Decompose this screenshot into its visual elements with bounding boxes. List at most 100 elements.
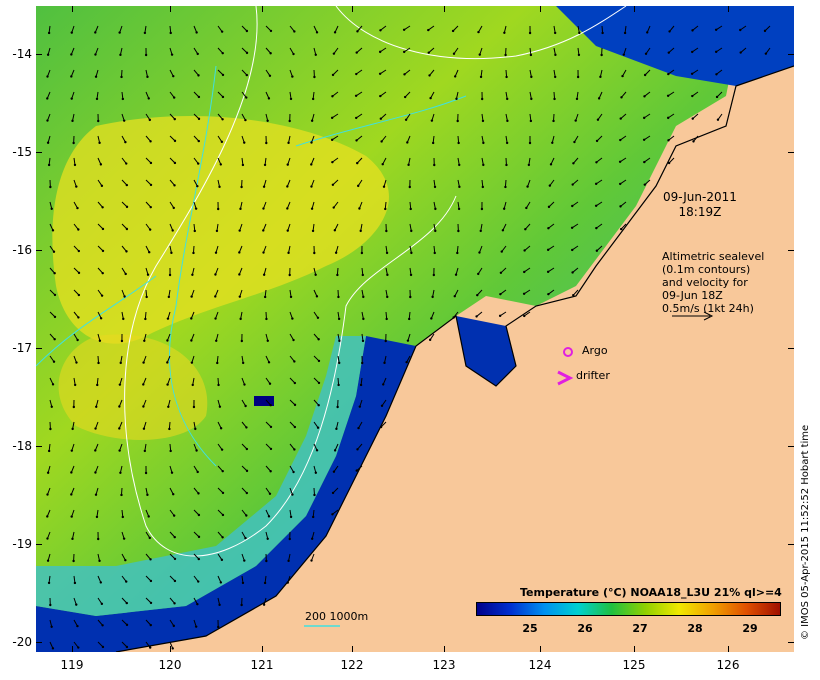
lon-tick-label: 122 [340,658,364,672]
velocity-arrow-head [288,537,291,541]
velocity-arrow-head [118,405,121,408]
velocity-arrow-head [125,623,129,627]
velocity-arrow-head [120,493,123,497]
velocity-arrow-head [269,470,272,473]
velocity-arrow-head [619,138,622,142]
velocity-arrow-head [599,75,602,79]
velocity-arrow-head [362,317,365,321]
tick-mark [262,6,263,12]
velocity-arrow-head [123,295,126,298]
velocity-arrow-head [245,447,249,451]
velocity-arrow-head [170,251,173,255]
velocity-arrow-head [197,74,200,77]
lat-tick-label: -20 [12,635,32,649]
velocity-arrow-head [314,471,318,474]
velocity-arrow-head [406,339,410,342]
velocity-arrow-head [594,204,598,208]
velocity-arrow-head [427,28,430,32]
velocity-arrow-head [239,207,242,211]
velocity-arrow-head [359,383,363,387]
velocity-arrow-head [269,404,272,407]
velocity-arrow-head [313,493,316,497]
velocity-arrow-head [217,625,220,629]
velocity-arrow-head [547,205,551,209]
velocity-arrow-head [572,162,575,165]
velocity-arrow-head [317,403,320,407]
velocity-arrow-head [522,292,526,295]
velocity-arrow-head [266,119,269,123]
velocity-arrow-head [217,383,220,387]
velocity-arrow-head [428,74,431,77]
velocity-arrow-head [70,449,74,452]
velocity-arrow-head [337,383,340,387]
velocity-arrow-head [286,163,289,166]
velocity-arrow-head [409,273,413,277]
tick-mark [728,6,729,12]
velocity-arrow-head [73,581,77,585]
velocity-arrow-head [409,295,412,299]
velocity-arrow-head [197,492,200,495]
velocity-arrow-head [594,182,598,186]
credit-label: © IMOS 05-Apr-2015 11:52:52 Hobart time [800,424,811,640]
velocity-arrow-head [434,207,437,211]
velocity-arrow-head [618,182,622,186]
tick-mark [36,544,42,545]
velocity-arrow-head [502,207,506,210]
velocity-arrow-head [149,601,153,605]
velocity-arrow-head [149,623,152,627]
velocity-arrow-head [238,273,241,276]
velocity-arrow-head [378,72,382,76]
velocity-arrow-head [244,118,247,122]
velocity-arrow-head [125,183,129,187]
velocity-arrow-head [332,206,335,209]
velocity-arrow-head [293,360,296,363]
velocity-arrow-head [552,119,555,123]
velocity-arrow-head [169,449,172,453]
velocity-arrow-head [171,647,174,650]
velocity-arrow-head [267,97,271,100]
velocity-arrow-head [504,53,507,57]
velocity-arrow-head [52,360,56,363]
velocity-arrow-head [172,624,176,628]
velocity-arrow-head [46,97,49,100]
tick-mark [634,6,635,12]
velocity-arrow-head [148,536,151,540]
velocity-arrow-head [643,160,646,164]
velocity-arrow-head [238,229,241,232]
velocity-arrow-head [244,536,247,540]
velocity-arrow-head [454,273,458,276]
velocity-arrow-head [53,293,57,297]
velocity-arrow-head [692,140,695,143]
velocity-arrow-head [245,514,248,517]
velocity-arrow-head [293,30,296,33]
velocity-arrow-head [316,426,320,429]
velocity-arrow-head [46,141,50,144]
velocity-arrow-head [404,118,408,122]
velocity-arrow-head [94,427,97,430]
velocity-arrow-head [595,226,598,230]
velocity-arrow-head [403,95,407,99]
velocity-arrow-head [528,141,532,145]
velocity-arrow-head [119,361,122,365]
velocity-arrow-head [170,53,174,56]
velocity-arrow-head [479,229,482,233]
velocity-arrow-head [267,515,271,518]
tick-mark [36,250,42,251]
velocity-arrow-head [144,471,148,475]
velocity-arrow-head [46,53,50,56]
velocity-arrow-head [143,31,147,35]
velocity-arrow-head [101,206,104,209]
velocity-arrow-head [331,160,334,164]
velocity-arrow-head [716,118,720,121]
velocity-arrow-head [100,294,104,297]
velocity-arrow-head [715,95,719,99]
velocity-arrow-head [94,471,97,474]
velocity-arrow-head [72,141,75,145]
velocity-arrow-head [314,53,317,56]
velocity-arrow-head [143,449,147,453]
velocity-arrow-head [386,273,389,277]
velocity-arrow-head [172,514,176,517]
velocity-arrow-head [356,184,360,188]
velocity-arrow-head [643,183,646,186]
velocity-arrow-head [170,471,174,474]
